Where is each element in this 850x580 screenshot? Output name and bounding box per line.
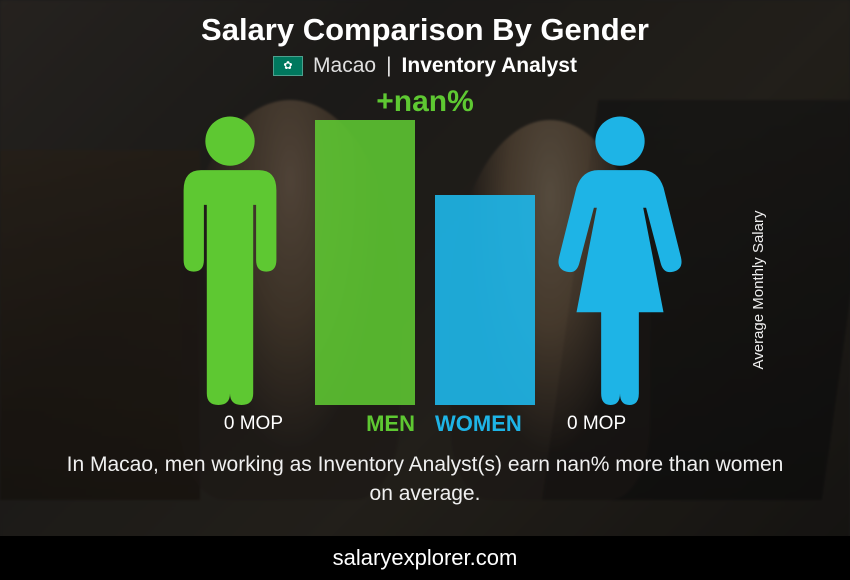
axis-label: Average Monthly Salary	[750, 211, 767, 370]
page-title: Salary Comparison By Gender	[0, 0, 850, 48]
job-label: Inventory Analyst	[402, 54, 577, 78]
value-women: 0 MOP	[567, 413, 626, 435]
delta-badge: +nan%	[376, 85, 474, 119]
male-figure-icon	[155, 115, 305, 405]
footer-bar: salaryexplorer.com	[0, 536, 850, 580]
footer-text: salaryexplorer.com	[333, 545, 518, 571]
chart-area: +nan% 0 MOP MEN WOMEN 0 MOP	[0, 85, 850, 445]
bars-wrapper	[315, 120, 535, 405]
label-women: WOMEN	[435, 411, 522, 436]
labels-row: 0 MOP MEN WOMEN 0 MOP	[0, 411, 850, 437]
flag-icon	[273, 56, 303, 76]
bar-men	[315, 120, 415, 405]
country-label: Macao	[313, 54, 376, 78]
separator: |	[386, 54, 391, 78]
subtitle-row: Macao | Inventory Analyst	[0, 54, 850, 78]
value-men: 0 MOP	[224, 413, 283, 435]
female-figure-icon	[545, 115, 695, 405]
bar-women	[435, 195, 535, 405]
caption-text: In Macao, men working as Inventory Analy…	[60, 451, 790, 508]
label-men: MEN	[366, 411, 415, 436]
